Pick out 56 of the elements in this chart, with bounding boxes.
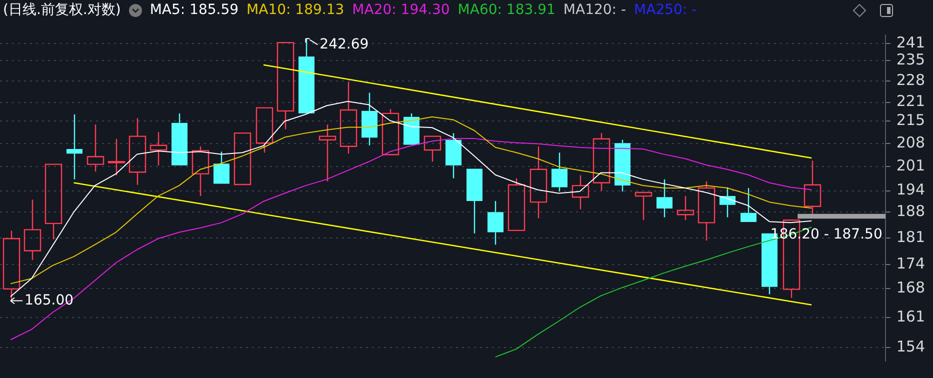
candlestick: [150, 132, 168, 166]
candlestick: [256, 107, 274, 154]
y-tick-label: 221: [896, 92, 926, 110]
y-tick-label: 174: [896, 254, 926, 273]
candlestick: [530, 146, 548, 219]
y-tick-label: 194: [896, 180, 926, 199]
legend-label: MA120: -: [563, 2, 626, 18]
candlestick: [340, 81, 358, 154]
text: MA5: 185.59: [150, 2, 239, 18]
candlestick: [719, 186, 736, 218]
candlestick: [804, 160, 822, 215]
y-tick-label: 235: [896, 50, 926, 68]
y-tick-label: 181: [896, 228, 926, 246]
candlestick: [551, 152, 568, 192]
candlestick: [487, 200, 504, 246]
candlestick: [592, 132, 610, 192]
candlestick: [276, 42, 294, 130]
candlestick: [318, 124, 336, 182]
y-tick-label: 241: [896, 33, 926, 52]
candlestick: [698, 180, 716, 242]
candlestick: [2, 230, 20, 302]
candlestick: [171, 112, 188, 166]
chart-title: (日线.前复权.对数): [3, 1, 121, 19]
candlestick: [466, 168, 483, 234]
y-tick-label: 228: [896, 70, 926, 89]
annotation: 165.00: [24, 292, 74, 308]
candlestick: [424, 136, 442, 162]
candlestick: [108, 138, 126, 176]
candlestick: [24, 198, 42, 261]
y-tick-label: 201: [896, 156, 926, 175]
candlestick: [298, 38, 315, 114]
candlestick: [128, 118, 146, 186]
candlestick: [740, 187, 757, 222]
text: MA20: 194.30: [352, 2, 450, 18]
y-tick-label: 188: [896, 202, 926, 220]
y-tick-label: 208: [896, 133, 926, 152]
text: MA10: 189.13: [246, 2, 344, 18]
candlestick: [614, 139, 631, 192]
y-tick-label: 154: [896, 338, 926, 356]
candlestick: [44, 164, 62, 240]
candlestick: [656, 178, 673, 218]
candlestick: [213, 151, 230, 184]
candlestick: [634, 192, 652, 221]
y-tick-label: 215: [896, 110, 926, 129]
candlestick: [676, 195, 694, 221]
candlestick: [86, 124, 104, 172]
text: MA60: 183.91: [458, 2, 556, 18]
y-tick-label: 161: [896, 307, 926, 326]
legend-label: MA250: -: [634, 2, 697, 18]
candlestick: [445, 132, 462, 179]
candlestick: [361, 92, 378, 146]
y-tick-label: 168: [896, 278, 926, 296]
annotation: 242.69: [320, 36, 369, 52]
candlestick: [66, 114, 83, 180]
candlestick: [192, 146, 210, 197]
candlestick: [572, 174, 590, 210]
